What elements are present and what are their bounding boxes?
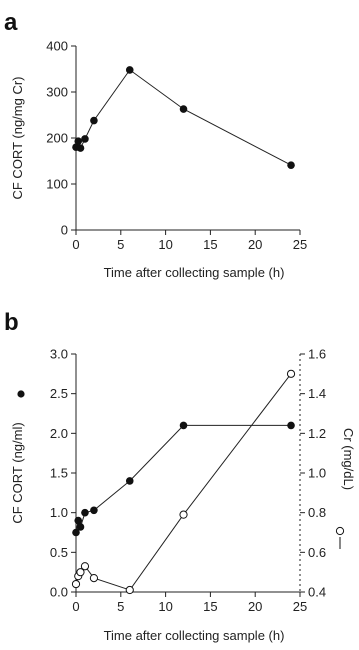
panel-b-x-tick-label: 0 — [72, 599, 79, 614]
panel-b-series-0-point — [125, 477, 134, 485]
panel-b-y-tick-label: 0.0 — [50, 585, 68, 600]
panel-b-y2-tick-label: 0.4 — [308, 585, 326, 600]
panel-b-y-tick-label: 0.5 — [50, 545, 68, 560]
panel-a-series-0-point — [74, 137, 83, 146]
panel-b-series-1-point — [89, 574, 99, 583]
panel-a-x-tick-label: 25 — [293, 237, 307, 252]
panel-a-series-0-point — [90, 116, 98, 125]
panel-b-series-0-point — [74, 516, 83, 525]
panel-b-y-axis-label: CF CORT (ng/ml) — [10, 422, 25, 523]
panel-b-series-0-point — [287, 421, 295, 430]
panel-b-letter: b — [4, 309, 19, 336]
panel-a-x-tick-label: 20 — [248, 237, 262, 252]
panel-b-y2-axis-label: Cr (mg/dL) — [341, 428, 356, 490]
panel-b-right-axis-marker — [335, 526, 345, 536]
panel-a-x-tick-label: 0 — [72, 237, 79, 252]
panel-b-series-0-point — [179, 421, 188, 430]
panel-b-series-0-point — [76, 523, 85, 531]
panel-a-series-0-point — [76, 144, 85, 152]
panel-b-series-1-point — [80, 562, 90, 571]
panel-b-y-tick-label: 1.0 — [50, 505, 68, 520]
panel-b-y2-tick-label: 0.6 — [308, 545, 326, 560]
panel-b-y2-tick-label: 1.6 — [308, 347, 326, 362]
panel-b-series-1-point — [71, 579, 81, 589]
panel-b-y2-tick-label: 0.8 — [308, 505, 326, 520]
panel-b-series-1-point — [76, 568, 85, 577]
panel-a-y-tick-label: 100 — [46, 177, 68, 192]
panel-b-y-tick-label: 3.0 — [50, 347, 68, 362]
panel-a-y-tick-label: 300 — [46, 85, 68, 100]
panel-a-x-tick-label: 15 — [203, 237, 217, 252]
panel-b-x-tick-label: 10 — [158, 599, 172, 614]
panel-b-series-0-point — [72, 528, 80, 537]
panel-b-series-1-point — [286, 369, 296, 378]
panel-a-series-0-point — [179, 105, 188, 113]
panel-b-y2-tick-label: 1.0 — [308, 466, 326, 481]
panel-a-letter: a — [4, 9, 18, 36]
panel-a-y-tick-label: 400 — [46, 39, 68, 54]
panel-b-y-tick-label: 1.5 — [50, 466, 68, 481]
panel-b-x-tick-label: 25 — [293, 599, 307, 614]
panel-b-series-1-point — [125, 585, 134, 595]
panel-a-y-tick-label: 0 — [61, 223, 68, 238]
panel-b-y-tick-label: 2.0 — [50, 426, 68, 441]
panel-b-series-1-line — [75, 373, 292, 591]
panel-b-y2-tick-label: 1.4 — [308, 386, 326, 401]
panel-b-series-1-point — [179, 510, 188, 519]
panel-a-y-axis-label: CF CORT (ng/mg Cr) — [10, 76, 25, 199]
panel-b-left-axis-marker — [17, 390, 25, 398]
panel-a-x-tick-label: 10 — [158, 237, 172, 252]
panel-a-x-axis-label: Time after collecting sample (h) — [104, 265, 285, 280]
panel-a-x-tick-label: 5 — [117, 237, 124, 252]
panel-b-series-0-point — [90, 506, 98, 515]
panel-b-x-tick-label: 20 — [248, 599, 262, 614]
panel-b-x-axis-label: Time after collecting sample (h) — [104, 628, 285, 643]
panel-b-series-0-point — [81, 508, 89, 517]
panel-b-y-tick-label: 2.5 — [50, 386, 68, 401]
panel-a-y-tick-label: 200 — [46, 131, 68, 146]
panel-a-series-0-point — [287, 161, 295, 169]
panel-a-series-0-line — [75, 69, 292, 166]
panel-b-x-tick-label: 5 — [117, 599, 124, 614]
panel-b-x-tick-label: 15 — [203, 599, 217, 614]
panel-a-series-0-point — [125, 66, 134, 74]
panel-b-y2-tick-label: 1.2 — [308, 426, 326, 441]
panel-a-series-0-point — [81, 135, 89, 143]
